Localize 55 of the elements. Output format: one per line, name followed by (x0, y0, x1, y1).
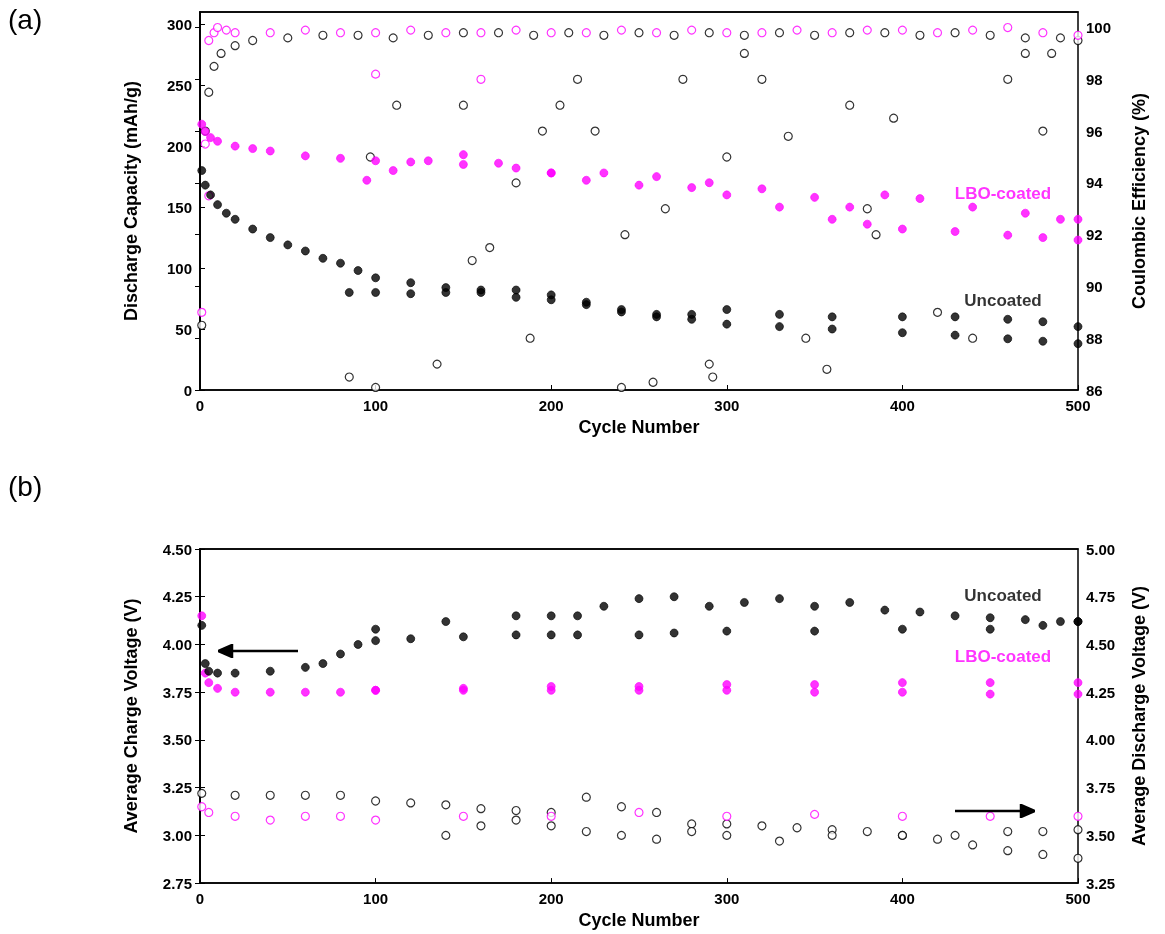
y-axis-title: Discharge Capacity (mAh/g) (121, 80, 141, 322)
y2-tick-label: 92 (1086, 226, 1103, 244)
x-tick-label: 300 (714, 890, 740, 908)
y2-tick-label: 100 (1086, 19, 1112, 37)
y-tick-label: 200 (166, 137, 192, 155)
y-tick-label: 300 (166, 15, 192, 33)
y-tick-label: 250 (166, 76, 192, 94)
y-tick-label: 4.50 (162, 540, 192, 558)
x-tick-label: 200 (538, 397, 564, 414)
y2-tick-label: 88 (1086, 329, 1103, 347)
y-tick-label: 3.75 (162, 683, 192, 701)
y-tick-label: 3.25 (162, 779, 192, 797)
x-tick-label: 100 (363, 890, 389, 908)
y2-tick-label: 94 (1086, 174, 1104, 192)
x-tick-label: 500 (1065, 890, 1091, 908)
y2-tick-label: 3.25 (1086, 874, 1116, 892)
x-tick-label: 500 (1065, 397, 1091, 414)
y2-tick-label: 3.50 (1086, 826, 1116, 844)
x-tick-label: 100 (363, 397, 389, 414)
y2-tick-label: 4.00 (1086, 731, 1116, 749)
x-tick-label: 400 (889, 397, 915, 414)
y2-tick-label: 4.25 (1086, 683, 1116, 701)
y2-tick-label: 3.75 (1086, 779, 1116, 797)
y-tick-label: 4.25 (162, 588, 192, 606)
y2-tick-label: 98 (1086, 70, 1103, 88)
series-label: Uncoated (964, 586, 1042, 606)
y2-tick-label: 86 (1086, 381, 1103, 399)
y-tick-label: 3.00 (162, 826, 192, 844)
y-tick-label: 150 (166, 198, 192, 216)
x-tick-label: 400 (889, 890, 915, 908)
x-tick-label: 200 (538, 890, 564, 908)
series-label: Uncoated (964, 291, 1042, 311)
chart-title: (a) (8, 4, 43, 36)
y2-tick-label: 90 (1086, 277, 1103, 295)
y2-tick-label: 4.50 (1086, 635, 1116, 653)
y2-tick-label: 5.00 (1086, 540, 1116, 558)
y-tick-label: 2.75 (162, 874, 192, 892)
y-tick-label: 4.00 (162, 635, 192, 653)
x-tick-label: 0 (195, 397, 205, 414)
y2-axis-title: Coulombic Efficiency (%) (1129, 92, 1149, 310)
x-axis-title: Cycle Number (578, 910, 700, 930)
x-axis-title: Cycle Number (578, 416, 700, 437)
y-tick-label: 100 (166, 259, 192, 277)
x-tick-label: 300 (714, 397, 740, 414)
y-tick-label: 50 (175, 320, 192, 338)
y2-axis-title: Average Discharge Voltage (V) (1129, 586, 1149, 847)
y-axis-title: Average Charge Voltage (V) (121, 598, 141, 834)
y2-tick-label: 4.75 (1086, 588, 1116, 606)
chart-title: (b) (8, 471, 43, 503)
series-label: LBO-coated (954, 647, 1052, 667)
x-tick-label: 0 (195, 890, 205, 908)
series-label: LBO-coated (954, 183, 1052, 203)
y-tick-label: 0 (183, 381, 192, 399)
y-tick-label: 3.50 (162, 731, 192, 749)
y2-tick-label: 96 (1086, 122, 1103, 140)
